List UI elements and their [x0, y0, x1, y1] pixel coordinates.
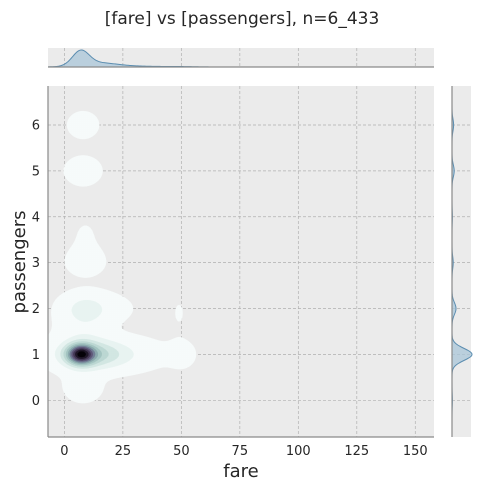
marginal-x-axes [47, 48, 434, 68]
x-tick-label: 25 [115, 444, 132, 459]
x-tick-label: 150 [403, 444, 428, 459]
joint-grid [48, 86, 434, 437]
y-tick-label: 5 [32, 164, 40, 179]
x-tick-labels: 0 25 50 75 100 125 150 [60, 444, 427, 459]
x-tick-label: 125 [344, 444, 369, 459]
marginal-x-background [48, 48, 434, 67]
marginal-y-density-fill [452, 86, 472, 437]
y-tick-label: 1 [32, 348, 40, 363]
y-tick-label: 6 [32, 119, 40, 134]
chart-title: [fare] vs [passengers], n=6_433 [105, 9, 380, 29]
y-axis-label: passengers [9, 211, 30, 314]
x-tick-label: 100 [286, 444, 311, 459]
y-tick-labels: 0 1 2 3 4 5 6 [32, 119, 40, 409]
x-axis-label: fare [223, 461, 258, 482]
y-tick-label: 4 [32, 210, 40, 225]
kde-contours [47, 110, 197, 404]
y-tick-label: 0 [32, 394, 40, 409]
marginal-y-axes [451, 86, 473, 437]
marginal-y-background [452, 86, 471, 437]
marginal-x-density-fill [48, 50, 434, 67]
x-tick-label: 50 [173, 444, 190, 459]
y-tick-label: 3 [32, 256, 40, 271]
kde-contour-level [77, 351, 87, 358]
x-tick-label: 75 [232, 444, 249, 459]
y-tick-label: 2 [32, 302, 40, 317]
x-tick-label: 0 [60, 444, 68, 459]
joint-axes: 0 25 50 75 100 125 150 0 1 2 3 4 5 6 [32, 86, 434, 459]
